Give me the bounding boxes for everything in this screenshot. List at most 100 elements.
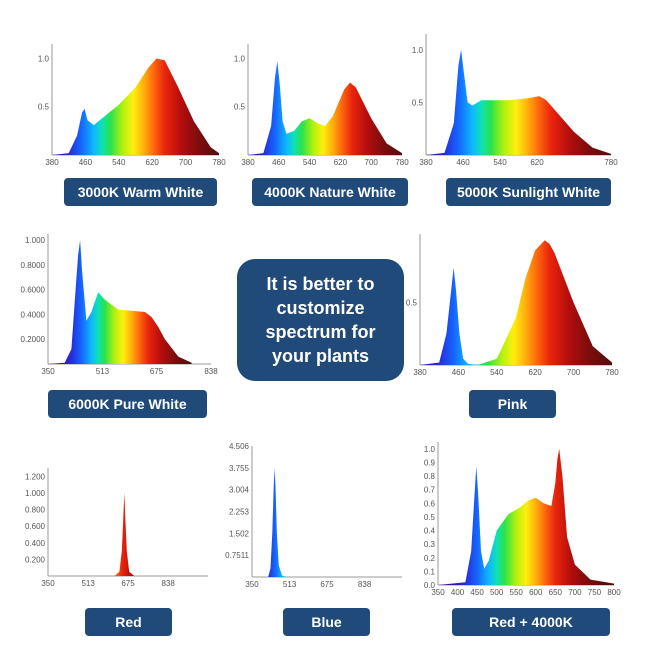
x-tick-label: 500 bbox=[490, 588, 504, 597]
y-tick-label: 1.200 bbox=[25, 472, 46, 481]
y-tick-label: 0.0 bbox=[424, 581, 436, 590]
x-tick-label: 540 bbox=[490, 368, 504, 377]
y-tick-label: 0.5 bbox=[406, 299, 418, 308]
y-tick-label: 0.5 bbox=[424, 513, 436, 522]
y-tick-label: 0.4 bbox=[424, 527, 436, 536]
y-tick-label: 0.3 bbox=[424, 540, 436, 549]
chart-panel-pink: 380 460 540 620 700 780 0.5 bbox=[406, 228, 628, 383]
spectrum-area bbox=[252, 468, 365, 577]
x-tick-label: 400 bbox=[451, 588, 465, 597]
spectrum-area bbox=[248, 61, 402, 155]
spectrum-area bbox=[48, 492, 169, 576]
x-tick-label: 650 bbox=[549, 588, 563, 597]
x-tick-label: 620 bbox=[334, 158, 348, 167]
x-tick-label: 513 bbox=[96, 367, 110, 376]
y-tick-label: 0.1 bbox=[424, 567, 436, 576]
x-tick-label: 838 bbox=[161, 579, 175, 588]
x-tick-label: 800 bbox=[607, 588, 621, 597]
y-tick-label: 0.600 bbox=[25, 522, 46, 531]
x-tick-label: 780 bbox=[605, 368, 619, 377]
label-4000k-nature-white: 4000K Nature White bbox=[252, 178, 408, 206]
spectrum-area bbox=[438, 448, 614, 585]
x-tick-label: 540 bbox=[493, 158, 507, 167]
y-tick-label: 0.800 bbox=[25, 506, 46, 515]
chart-panel-red-4000k: 350 400 450 500 550 600 650 700 750 800 0.0 0.1 0.2 0… bbox=[420, 436, 630, 601]
x-tick-label: 380 bbox=[241, 158, 255, 167]
y-tick-label: 0.200 bbox=[25, 555, 46, 564]
y-tick-label: 0.6 bbox=[424, 499, 436, 508]
x-tick-label: 460 bbox=[79, 158, 93, 167]
y-tick-label: 0.2 bbox=[424, 554, 436, 563]
x-tick-label: 600 bbox=[529, 588, 543, 597]
chart-panel-5000k: 380 460 540 620 780 0.5 1.0 bbox=[412, 28, 627, 173]
x-tick-label: 540 bbox=[303, 158, 317, 167]
y-tick-label: 0.400 bbox=[25, 539, 46, 548]
y-tick-label: 1.0 bbox=[424, 445, 436, 454]
y-tick-label: 0.9 bbox=[424, 458, 436, 467]
x-tick-label: 675 bbox=[320, 580, 334, 589]
x-tick-label: 675 bbox=[121, 579, 135, 588]
label-5000k-sunlight-white: 5000K Sunlight White bbox=[446, 178, 611, 206]
x-tick-label: 700 bbox=[365, 158, 379, 167]
x-tick-label: 780 bbox=[212, 158, 226, 167]
y-tick-label: 1.0 bbox=[38, 54, 50, 63]
y-tick-label: 0.5 bbox=[412, 98, 424, 107]
chart-panel-6000k: 350 513 675 838 0.2000 0.4000 0.6000 0.8000 1.00… bbox=[10, 226, 225, 386]
x-tick-label: 620 bbox=[146, 158, 160, 167]
x-tick-label: 350 bbox=[431, 588, 445, 597]
spectrum-area bbox=[48, 240, 192, 364]
x-tick-label: 780 bbox=[395, 158, 409, 167]
chart-panel-3000k: 380 460 540 620 700 780 0.5 1.0 bbox=[30, 38, 226, 173]
label-6000k-pure-white: 6000K Pure White bbox=[48, 390, 207, 418]
label-red-plus-4000k: Red + 4000K bbox=[452, 608, 610, 636]
x-tick-label: 620 bbox=[530, 158, 544, 167]
y-tick-label: 0.4000 bbox=[21, 310, 46, 319]
x-tick-label: 380 bbox=[413, 368, 427, 377]
x-tick-label: 700 bbox=[568, 588, 582, 597]
y-tick-label: 0.2000 bbox=[21, 335, 46, 344]
x-tick-label: 350 bbox=[245, 580, 259, 589]
x-tick-label: 350 bbox=[41, 579, 55, 588]
spectrum-area bbox=[426, 49, 611, 155]
y-tick-label: 0.5 bbox=[38, 103, 50, 112]
x-tick-label: 838 bbox=[204, 367, 218, 376]
x-tick-label: 460 bbox=[452, 368, 466, 377]
x-tick-label: 380 bbox=[45, 158, 59, 167]
x-tick-label: 700 bbox=[567, 368, 581, 377]
customize-message-box: It is better to customize spectrum for y… bbox=[237, 259, 404, 381]
y-tick-label: 0.5 bbox=[234, 103, 246, 112]
chart-panel-blue: 350 513 675 838 0.7511 1.502 2.253 3.004 3.755 4.… bbox=[224, 440, 414, 595]
y-tick-label: 0.7 bbox=[424, 486, 436, 495]
label-pink: Pink bbox=[469, 390, 556, 418]
x-tick-label: 675 bbox=[150, 367, 164, 376]
x-tick-label: 620 bbox=[529, 368, 543, 377]
y-tick-label: 0.8 bbox=[424, 472, 436, 481]
x-tick-label: 540 bbox=[112, 158, 126, 167]
x-tick-label: 380 bbox=[419, 158, 433, 167]
y-tick-label: 1.000 bbox=[25, 236, 46, 245]
y-tick-label: 2.253 bbox=[229, 508, 250, 517]
chart-panel-4000k: 380 460 540 620 700 780 0.5 1.0 bbox=[228, 38, 409, 173]
label-red: Red bbox=[85, 608, 172, 636]
x-tick-label: 780 bbox=[604, 158, 618, 167]
y-tick-label: 4.506 bbox=[229, 442, 250, 451]
chart-panel-red: 350 513 675 838 0.200 0.400 0.600 0.800 1.000 1.2… bbox=[22, 462, 220, 594]
x-tick-label: 550 bbox=[510, 588, 524, 597]
x-tick-label: 350 bbox=[41, 367, 55, 376]
label-blue: Blue bbox=[283, 608, 370, 636]
x-tick-label: 750 bbox=[588, 588, 602, 597]
x-tick-label: 460 bbox=[456, 158, 470, 167]
y-tick-label: 1.502 bbox=[229, 529, 250, 538]
x-tick-label: 838 bbox=[358, 580, 372, 589]
x-tick-label: 460 bbox=[272, 158, 286, 167]
x-tick-label: 450 bbox=[470, 588, 484, 597]
spectrum-area bbox=[420, 240, 612, 365]
y-tick-label: 0.6000 bbox=[21, 286, 46, 295]
x-tick-label: 700 bbox=[179, 158, 193, 167]
label-3000k-warm-white: 3000K Warm White bbox=[64, 178, 217, 206]
x-tick-label: 513 bbox=[81, 579, 95, 588]
x-tick-label: 513 bbox=[283, 580, 297, 589]
y-tick-label: 0.8000 bbox=[21, 261, 46, 270]
y-tick-label: 1.0 bbox=[234, 54, 246, 63]
y-tick-label: 3.004 bbox=[229, 486, 250, 495]
